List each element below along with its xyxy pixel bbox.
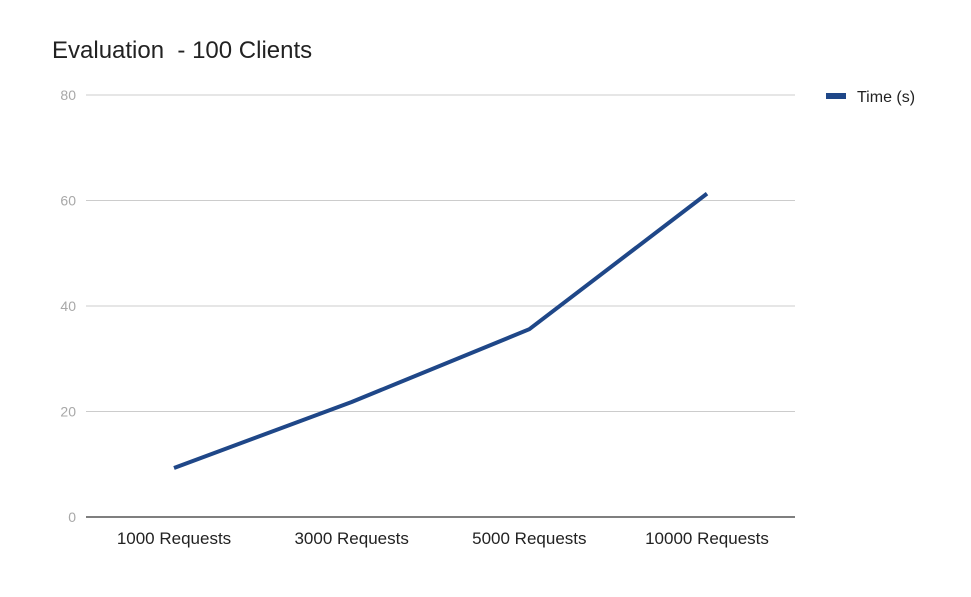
series-line [173, 192, 709, 470]
x-tick-label: 3000 Requests [294, 529, 408, 548]
x-tick-labels: 1000 Requests 3000 Requests 5000 Requests 1… [117, 529, 769, 548]
y-tick-label: 0 [68, 509, 76, 525]
y-tick-label: 60 [60, 193, 76, 209]
chart-title: Evaluation - 100 Clients [52, 37, 312, 64]
x-tick-label: 10000 Requests [645, 529, 769, 548]
y-tick-label: 80 [60, 87, 76, 103]
series-group [173, 192, 709, 470]
y-tick-labels: 0 20 40 60 80 [60, 87, 76, 525]
x-tick-label: 5000 Requests [472, 529, 586, 548]
legend-label: Time (s) [857, 89, 915, 106]
y-tick-label: 40 [60, 298, 76, 314]
gridlines [86, 94, 795, 518]
legend: Time (s) [826, 89, 915, 106]
y-tick-label: 20 [60, 404, 76, 420]
legend-swatch [826, 93, 846, 99]
x-tick-label: 1000 Requests [117, 529, 231, 548]
